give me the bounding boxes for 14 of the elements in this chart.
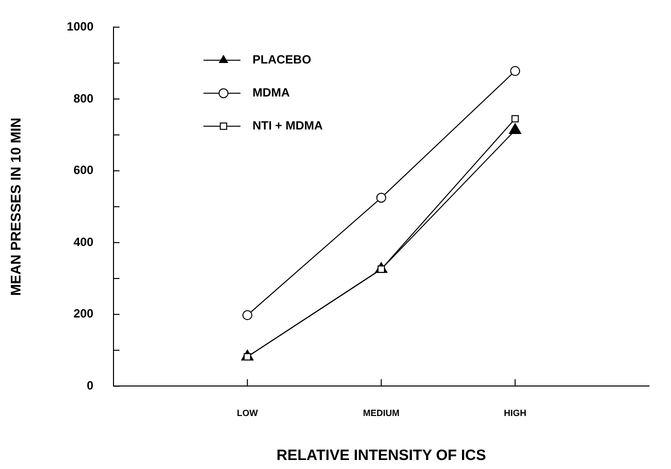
x-tick-label: LOW — [236, 408, 258, 418]
legend-label: MDMA — [252, 86, 290, 100]
x-tick-label: HIGH — [504, 408, 526, 418]
legend-label: NTI + MDMA — [252, 118, 324, 133]
y-tick-label: 200 — [73, 306, 94, 321]
y-tick-label: 800 — [73, 91, 94, 106]
y-tick-label: 0 — [86, 378, 94, 393]
x-tick-label: MEDIUM — [363, 408, 400, 418]
y-tick-label: 400 — [73, 234, 94, 249]
y-tick-label: 1000 — [66, 20, 94, 34]
y-tick-label: 600 — [73, 163, 94, 178]
x-axis-title: RELATIVE INTENSITY OF ICS — [276, 447, 486, 464]
legend-label: PLACEBO — [252, 52, 312, 67]
y-axis-title: MEAN PRESSES IN 10 MIN — [7, 118, 24, 296]
